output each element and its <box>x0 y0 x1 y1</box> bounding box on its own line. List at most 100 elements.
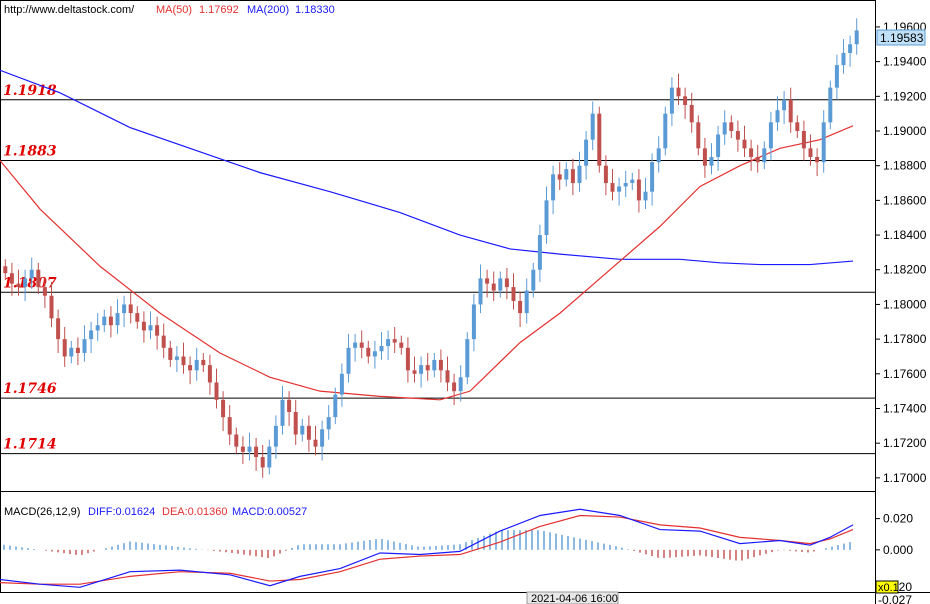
candle-body <box>557 174 562 180</box>
candle-body <box>221 399 226 418</box>
time-label-box <box>526 591 619 604</box>
source-url[interactable]: http://www.deltastock.com/ <box>4 4 135 16</box>
candle-body <box>194 359 199 371</box>
candle-body <box>168 347 173 360</box>
candle-body <box>742 139 747 149</box>
macd-dea-line <box>0 514 854 585</box>
candle-body <box>808 148 813 158</box>
ma50-legend-value: 1.17692 <box>199 4 239 16</box>
candle-body <box>749 148 754 158</box>
ma50-line <box>0 125 854 401</box>
candle-body <box>280 399 285 426</box>
candle-body <box>702 148 707 166</box>
candle-body <box>722 122 727 135</box>
price-tick-label: 1.17600 <box>883 367 927 381</box>
candle-body <box>49 295 54 319</box>
candle-body <box>452 382 457 392</box>
level-label: 1.1714 <box>3 437 57 453</box>
candle-body <box>234 434 239 447</box>
candle-body <box>379 346 384 352</box>
price-tick-label: 1.18400 <box>883 228 927 242</box>
candle-body <box>128 304 133 314</box>
level-label: 1.1918 <box>3 83 57 99</box>
macd-panel-frame <box>0 491 876 593</box>
candle-body <box>432 359 437 371</box>
last-price-box <box>876 29 926 46</box>
price-tick-label: 1.19200 <box>883 89 927 103</box>
candle-body <box>23 278 28 288</box>
price-panel-frame <box>0 0 876 492</box>
ma50-line-group <box>0 125 854 401</box>
candle-body <box>471 304 476 340</box>
candle-body <box>353 342 358 348</box>
candle-body <box>795 122 800 131</box>
candle-body <box>62 339 67 357</box>
candle-body <box>656 148 661 163</box>
candle-body <box>89 330 94 340</box>
ma200-line-group <box>0 69 854 266</box>
candle-body <box>56 318 61 340</box>
candle-body <box>366 347 371 357</box>
candle-body <box>491 283 496 291</box>
price-tick-label: 1.18600 <box>883 193 927 207</box>
ma200-legend-label: MA(200) <box>247 4 289 16</box>
candle-body <box>696 122 701 149</box>
candle-body <box>485 278 490 284</box>
candle-body <box>69 347 74 357</box>
candle-body <box>95 325 100 331</box>
candle-body <box>16 283 21 288</box>
candle-body <box>141 321 146 331</box>
candle-body <box>247 446 252 452</box>
candle-body <box>676 87 681 97</box>
candle-body <box>386 339 391 347</box>
candle-body <box>570 169 575 184</box>
candle-body <box>729 122 734 131</box>
candle-body <box>683 96 688 105</box>
candle-body <box>755 157 760 163</box>
candle-body <box>29 269 34 279</box>
candle-body <box>465 339 470 378</box>
zoom-badge[interactable] <box>875 580 899 594</box>
candle-body <box>115 313 120 326</box>
macd-plot: 0.020 0.000 <box>0 508 913 588</box>
candle-body <box>392 339 397 343</box>
candle-body <box>346 347 351 374</box>
macd-diff-label: DIFF:0.01624 <box>88 506 155 518</box>
candles <box>3 18 859 478</box>
candle-body <box>669 87 674 114</box>
ma200-legend-value: 1.18330 <box>295 4 335 16</box>
candle-body <box>82 339 87 353</box>
price-tick-label: 1.18000 <box>883 297 927 311</box>
candle-body <box>445 370 450 383</box>
price-tick-label: 1.18200 <box>883 263 927 277</box>
candle-body <box>9 273 14 284</box>
zoom-label[interactable]: x0.1 <box>878 582 899 594</box>
candle-body <box>511 287 516 301</box>
candle-body <box>260 457 265 468</box>
price-tick-label: 1.17200 <box>883 436 927 450</box>
candle-body <box>617 186 622 192</box>
candle-body <box>254 446 259 458</box>
macd-tick-label: 0.020 <box>883 512 913 526</box>
candle-body <box>405 347 410 371</box>
candle-body <box>834 65 839 88</box>
candle-body <box>848 44 853 53</box>
candle-body <box>227 417 232 435</box>
candle-body <box>300 425 305 435</box>
candle-body <box>108 316 113 326</box>
candle-body <box>524 290 529 314</box>
candle-body <box>762 148 767 163</box>
price-tick-label: 1.19400 <box>883 55 927 69</box>
candle-body <box>815 157 820 163</box>
candle-body <box>709 157 714 166</box>
candle-body <box>544 200 549 236</box>
candle-body <box>333 394 338 418</box>
macd-dea-label: DEA:0.01360 <box>162 506 227 518</box>
macd-title: MACD(26,12,9) <box>4 506 80 518</box>
candle-body <box>603 165 608 184</box>
candle-body <box>610 183 615 192</box>
candle-body <box>663 113 668 149</box>
candle-body <box>372 351 377 357</box>
time-label: 2021-04-06 16:00 <box>531 593 618 604</box>
candle-body <box>326 417 331 430</box>
